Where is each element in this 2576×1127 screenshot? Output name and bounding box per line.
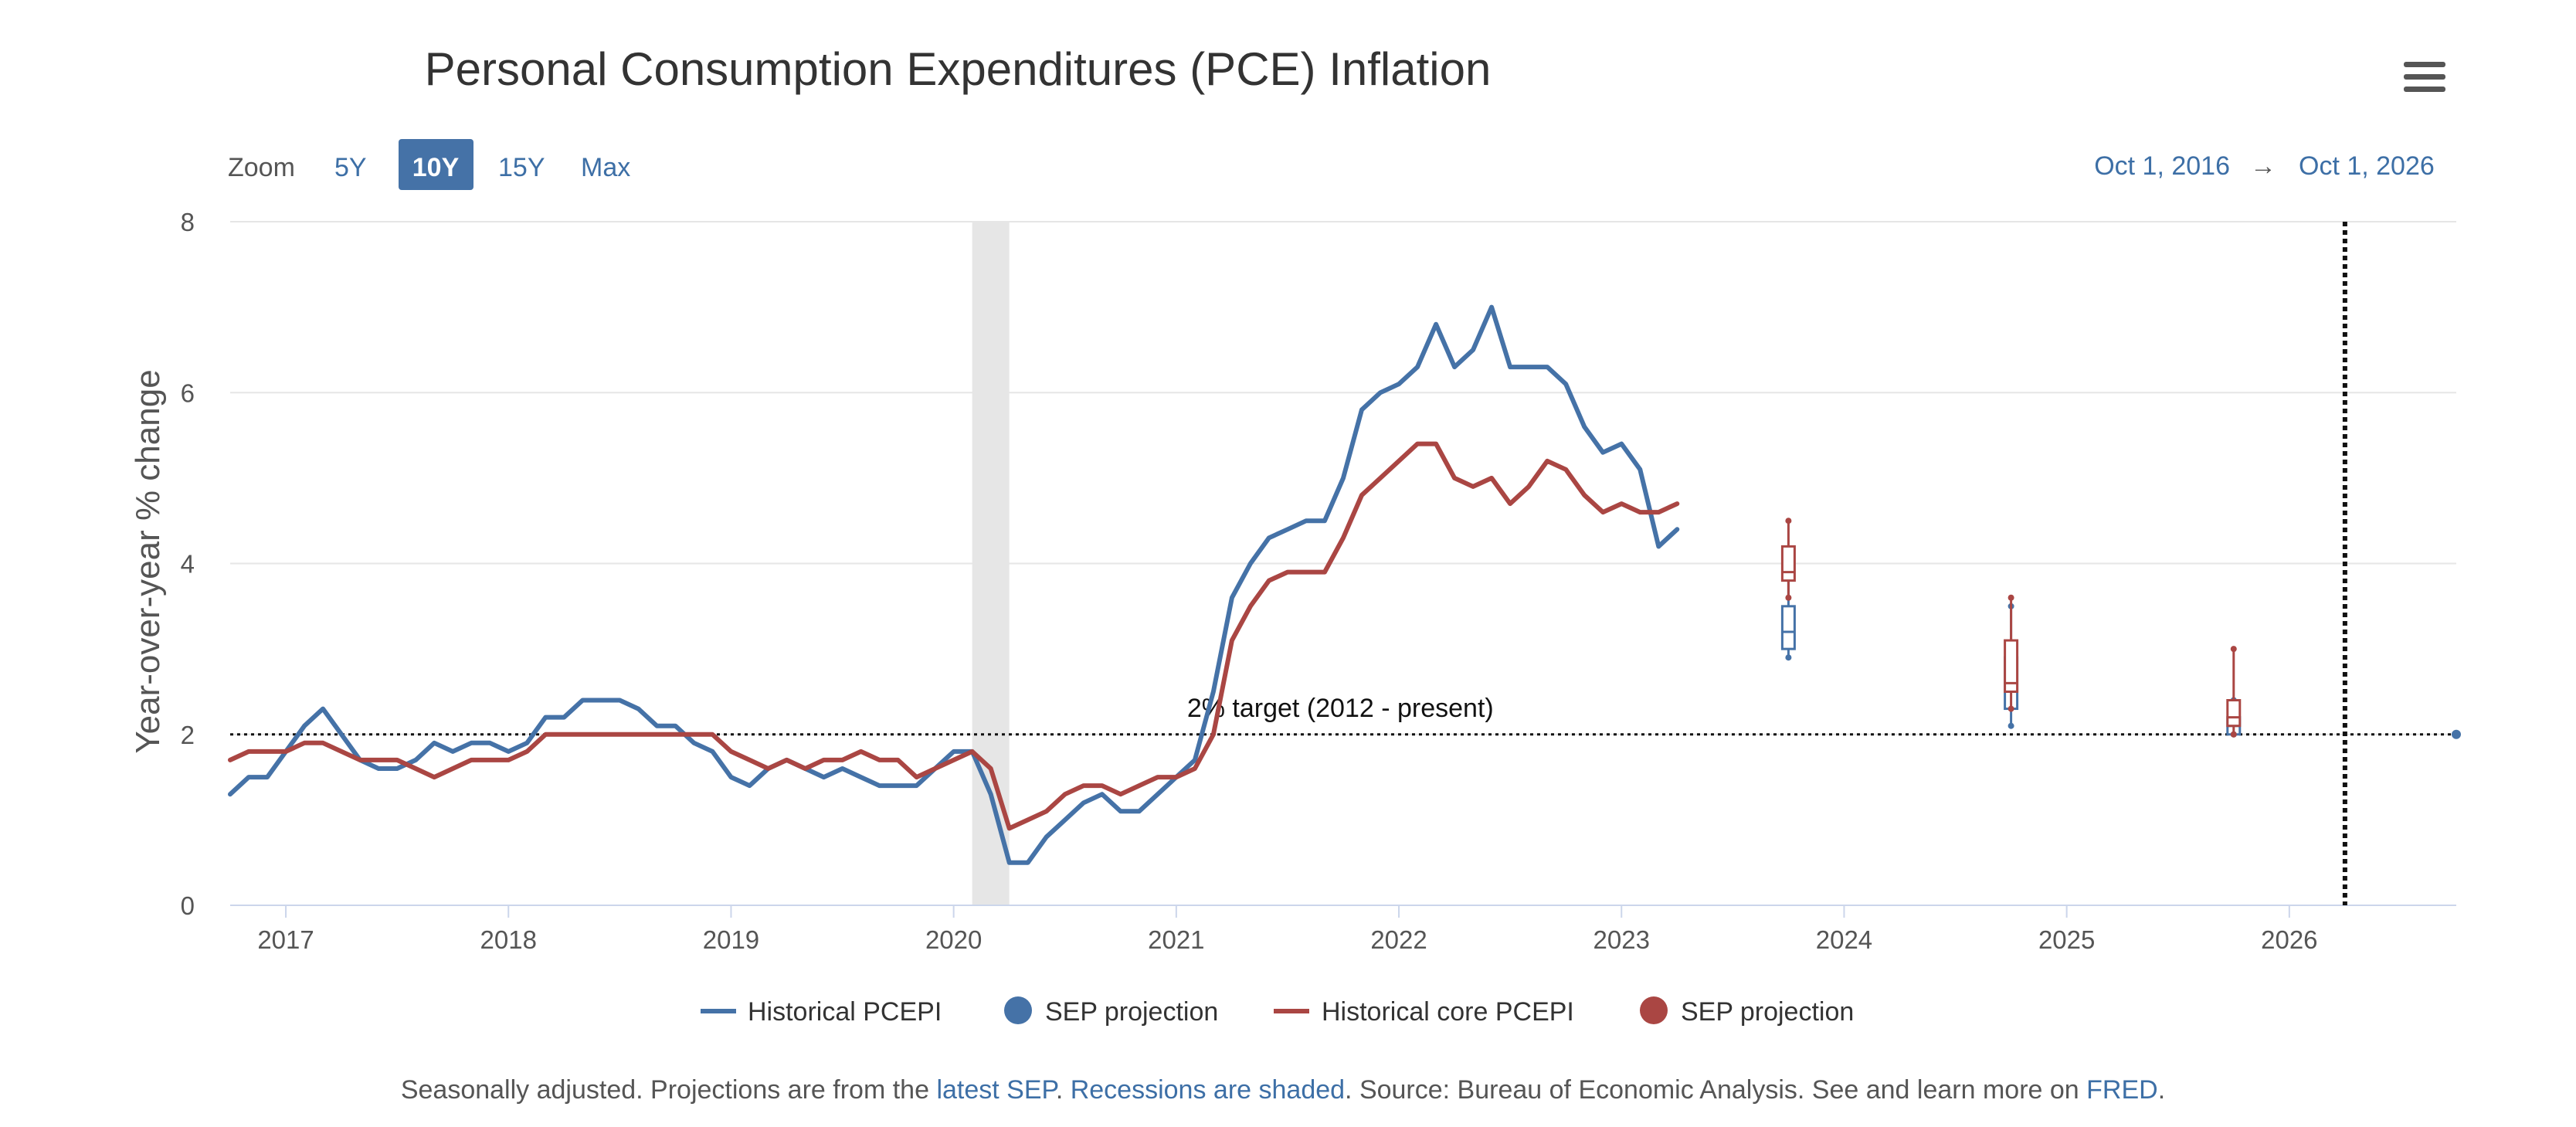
x-tick-label: 2025 (2038, 925, 2095, 954)
target-label: 2% target (2012 - present) (1187, 694, 1494, 723)
legend-label-sep-projection-red: SEP projection (1681, 997, 1854, 1027)
fred-link[interactable]: FRED (2086, 1075, 2158, 1105)
zoom-10y-button[interactable]: 10Y (412, 153, 460, 182)
legend-dot-blue (1004, 996, 1032, 1024)
zoom-10y-button-bg[interactable] (399, 139, 473, 190)
sep-box (2226, 699, 2242, 728)
caption: Seasonally adjusted. Projections are fro… (401, 1075, 2165, 1105)
x-tick-label: 2022 (1370, 925, 1427, 954)
grid-lines (230, 221, 2456, 906)
x-tick-label: 2018 (480, 925, 537, 954)
series-lines (228, 304, 1680, 865)
sep-box (2004, 639, 2019, 693)
legend-label-historical-pcepi: Historical PCEPI (748, 997, 942, 1027)
recessions-link[interactable]: Recessions are shaded (1071, 1075, 1345, 1105)
hamburger-menu-icon[interactable] (2404, 62, 2445, 92)
legend-item-historical-pcepi[interactable]: Historical PCEPI (701, 997, 942, 1027)
x-tick-label: 2017 (257, 925, 314, 954)
chart-title: Personal Consumption Expenditures (PCE) … (425, 43, 1492, 95)
zoom-max-button[interactable]: Max (581, 153, 630, 182)
series-line-historical-core-pcepi[interactable] (228, 441, 1680, 831)
y-tick-label: 4 (181, 550, 195, 579)
sep-boxplots (1780, 518, 2461, 739)
legend-item-historical-core-pcepi[interactable]: Historical core PCEPI (1274, 997, 1574, 1027)
sep-boxplot-core-2023[interactable] (1780, 518, 1796, 601)
sep-box (1780, 605, 1796, 650)
x-tick-label: 2026 (2261, 925, 2317, 954)
y-axis-ticks: 0 2 4 6 8 (181, 208, 195, 920)
legend: Historical PCEPI SEP projection Historic… (701, 996, 1854, 1027)
x-tick-label: 2020 (925, 925, 982, 954)
legend-label-historical-core-pcepi: Historical core PCEPI (1322, 997, 1574, 1027)
zoom-15y-button[interactable]: 15Y (498, 153, 545, 182)
zoom-label: Zoom (228, 153, 295, 182)
sep-point (2452, 729, 2461, 739)
sep-extreme-dot (2008, 722, 2014, 729)
sep-box (1780, 545, 1796, 582)
caption-text-3: . Source: Bureau of Economic Analysis. S… (1345, 1075, 2086, 1105)
legend-dot-red (1640, 996, 1668, 1024)
sep-extreme-dot (1785, 594, 1792, 601)
range-arrow-icon: → (2250, 151, 2276, 181)
y-tick-label: 8 (181, 208, 195, 236)
sep-boxplot-core-2024[interactable] (2004, 594, 2019, 712)
y-tick-label: 0 (181, 891, 195, 920)
zoom-5y-button[interactable]: 5Y (334, 153, 367, 182)
range-end-input[interactable]: Oct 1, 2026 (2299, 151, 2435, 181)
sep-boxplot-pcepi-2026[interactable] (2452, 729, 2461, 739)
sep-extreme-dot (1785, 654, 1792, 661)
x-tick-label: 2019 (703, 925, 759, 954)
x-axis: 2017 2018 2019 2020 2021 2022 2023 2024 2025 2026 (257, 905, 2318, 954)
x-tick-label: 2021 (1148, 925, 1204, 954)
target-line: 2% target (2012 - present) (230, 694, 2456, 736)
legend-label-sep-projection-blue: SEP projection (1045, 997, 1218, 1027)
y-tick-label: 6 (181, 378, 195, 407)
y-tick-label: 2 (181, 721, 195, 749)
zoom-toolbar: Zoom 5Y 10Y 15Y Max (228, 139, 630, 190)
legend-item-sep-projection-red[interactable]: SEP projection (1640, 996, 1854, 1027)
series-line-historical-pcepi[interactable] (228, 304, 1680, 865)
y-axis-title: Year-over-year % change (129, 369, 167, 753)
sep-extreme-dot (2230, 731, 2237, 738)
date-range: Oct 1, 2016 → Oct 1, 2026 (2094, 151, 2435, 181)
sep-extreme-dot (2008, 705, 2014, 712)
sep-extreme-dot (2230, 646, 2237, 653)
x-tick-label: 2023 (1593, 925, 1650, 954)
latest-sep-link[interactable]: latest SEP (936, 1075, 1057, 1105)
sep-boxplot-core-2025[interactable] (2226, 646, 2242, 738)
range-start-input[interactable]: Oct 1, 2016 (2094, 151, 2230, 181)
sep-extreme-dot (1785, 518, 1792, 524)
caption-text-2: . (1056, 1075, 1071, 1105)
caption-text-1: Seasonally adjusted. Projections are fro… (401, 1075, 937, 1105)
caption-text-4: . (2158, 1075, 2165, 1105)
legend-item-sep-projection-blue[interactable]: SEP projection (1004, 996, 1218, 1027)
x-tick-label: 2024 (1816, 925, 1872, 954)
sep-extreme-dot (2008, 594, 2014, 601)
